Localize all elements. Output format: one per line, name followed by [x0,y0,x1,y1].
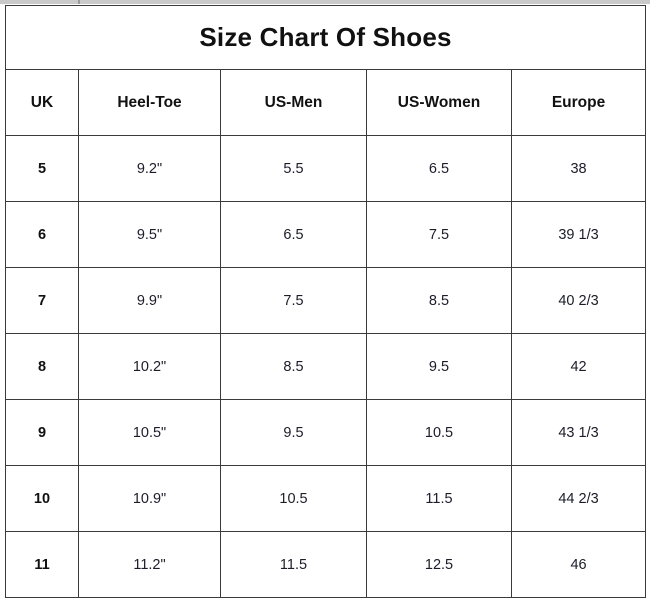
cell-us-women: 8.5 [366,267,512,334]
cell-us-men: 7.5 [220,267,367,334]
column-header-uk: UK [5,69,79,136]
table-row: 7 9.9" 7.5 8.5 40 2/3 [5,267,647,334]
cell-heel-toe: 10.9" [78,465,221,532]
cell-europe: 42 [510,333,647,400]
cell-us-women: 10.5 [366,399,512,466]
cell-uk: 7 [5,267,79,334]
column-header-heel-toe: Heel-Toe [78,69,221,136]
table-row: 11 11.2" 11.5 12.5 46 [5,531,647,598]
cell-us-women: 6.5 [366,135,512,202]
column-header-us-women: US-Women [366,69,512,136]
cell-heel-toe: 9.2" [78,135,221,202]
shoe-size-table: Size Chart Of Shoes UK Heel-Toe US-Men U… [4,5,647,598]
table-row: 5 9.2" 5.5 6.5 38 [5,135,647,202]
cell-heel-toe: 9.5" [78,201,221,268]
table-row: 10 10.9" 10.5 11.5 44 2/3 [5,465,647,532]
table-body: 5 9.2" 5.5 6.5 38 6 9.5" 6.5 7.5 39 1/3 … [5,135,647,598]
table-row: 8 10.2" 8.5 9.5 42 [5,333,647,400]
cell-heel-toe: 10.5" [78,399,221,466]
cell-us-women: 9.5 [366,333,512,400]
title-row: Size Chart Of Shoes [4,5,647,70]
cell-heel-toe: 9.9" [78,267,221,334]
cropped-row-remnant [0,0,650,4]
cell-europe: 39 1/3 [510,201,647,268]
cell-uk: 10 [5,465,79,532]
cell-us-men: 6.5 [220,201,367,268]
cell-uk: 8 [5,333,79,400]
cell-us-men: 8.5 [220,333,367,400]
cell-us-women: 11.5 [366,465,512,532]
cell-us-women: 7.5 [366,201,512,268]
page-title: Size Chart Of Shoes [4,5,647,70]
cell-us-men: 11.5 [220,531,367,598]
column-header-us-men: US-Men [220,69,367,136]
table-head: Size Chart Of Shoes UK Heel-Toe US-Men U… [4,5,647,136]
cell-heel-toe: 11.2" [78,531,221,598]
size-chart-container: Size Chart Of Shoes UK Heel-Toe US-Men U… [4,5,647,598]
cell-europe: 43 1/3 [510,399,647,466]
cell-uk: 6 [5,201,79,268]
cell-europe: 38 [510,135,647,202]
cell-us-women: 12.5 [366,531,512,598]
column-header-europe: Europe [510,69,647,136]
cell-us-men: 5.5 [220,135,367,202]
cell-uk: 11 [5,531,79,598]
cell-uk: 9 [5,399,79,466]
header-row: UK Heel-Toe US-Men US-Women Europe [5,69,647,136]
cropped-row-tick [78,0,80,4]
table-row: 6 9.5" 6.5 7.5 39 1/3 [5,201,647,268]
cell-uk: 5 [5,135,79,202]
cell-europe: 46 [510,531,647,598]
cell-europe: 40 2/3 [510,267,647,334]
cell-us-men: 9.5 [220,399,367,466]
cell-heel-toe: 10.2" [78,333,221,400]
table-row: 9 10.5" 9.5 10.5 43 1/3 [5,399,647,466]
cell-us-men: 10.5 [220,465,367,532]
cell-europe: 44 2/3 [510,465,647,532]
